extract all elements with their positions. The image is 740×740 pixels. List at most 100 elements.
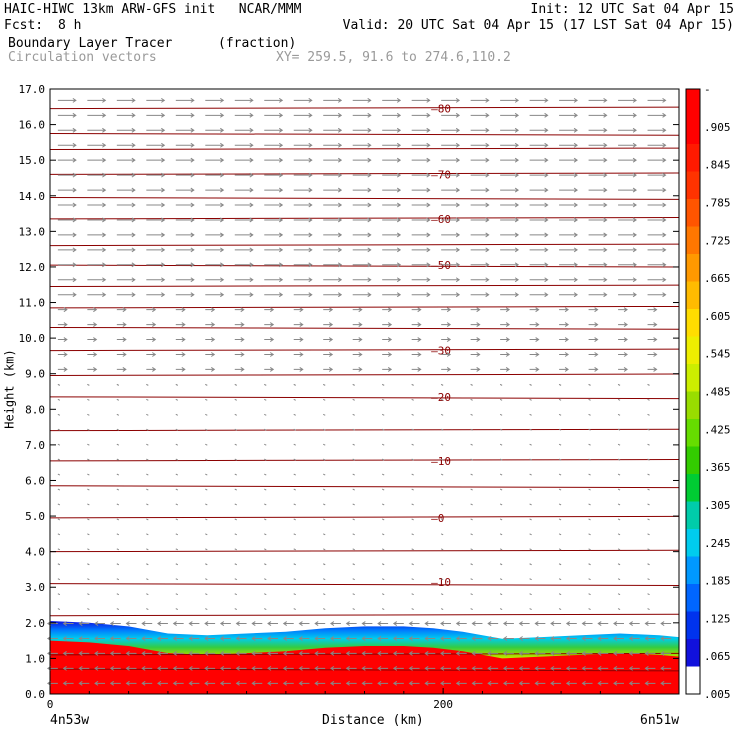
vector-arrow [146,112,166,118]
vector-arrow [558,443,562,446]
vector-arrow [588,247,608,253]
y-tick-label: 14.0 [19,190,46,203]
vector-arrow [487,680,499,686]
vector-arrow [57,277,77,283]
vector-arrow [529,593,532,596]
vector-arrow [251,621,263,626]
vector-arrow [116,473,120,476]
colorbar-label: .185 [704,575,731,588]
vector-arrow [588,202,608,208]
vector-arrow [57,202,77,208]
vector-arrow [647,518,650,521]
vector-arrow [499,533,503,536]
vector-arrow [175,172,195,178]
vector-arrow [618,97,637,103]
vector-arrow [617,518,621,521]
vector-arrow [264,337,275,342]
vector-arrow [57,488,61,491]
vector-arrow [411,443,414,446]
vector-arrow [116,413,120,416]
vector-arrow [470,443,473,446]
vector-arrow [352,217,372,223]
vector-arrow [588,232,608,238]
vector-arrow [293,277,313,283]
vector-arrow [411,578,414,581]
vector-arrow [558,518,562,521]
vector-arrow [234,458,237,461]
vector-arrow [323,97,343,103]
vector-arrow [175,458,179,461]
vector-arrow [264,112,284,118]
vector-arrow [558,473,562,476]
vector-arrow [382,292,402,298]
vector-arrow [499,443,503,446]
vector-arrow [175,398,179,401]
vector-arrow [381,563,385,566]
vector-arrow [314,636,326,641]
vector-arrow [205,428,208,431]
vector-arrow [234,593,237,596]
vector-arrow [558,488,562,491]
vector-arrow [293,112,313,118]
vector-arrow [322,518,326,521]
vector-arrow [500,307,511,313]
vector-arrow [352,367,363,372]
vector-arrow [330,651,341,656]
vector-arrow [424,680,436,686]
vector-arrow [441,232,461,238]
colorbar-label: .365 [704,461,731,474]
vector-arrow [647,262,667,268]
vector-arrow [550,680,562,686]
vector-arrow [588,367,599,372]
vector-arrow [500,337,511,342]
vector-arrow [500,187,520,193]
init-time: Init: 12 UTC Sat 04 Apr 15 [530,2,735,17]
vector-arrow [411,503,414,506]
colorbar-swatch [686,254,700,282]
vector-arrow [293,352,304,357]
vector-arrow [146,352,157,357]
vector-arrow [613,636,624,641]
vector-arrow [500,97,520,103]
vector-arrow [87,112,107,118]
vector-arrow [293,322,304,328]
vector-arrow [293,548,296,551]
vector-arrow [87,488,90,491]
vector-arrow [647,398,650,401]
vector-arrow [264,307,275,313]
vector-arrow [618,172,637,178]
vector-arrow [251,651,263,656]
vector-arrow [441,172,461,178]
vector-arrow [205,112,225,118]
vector-arrow [352,157,372,163]
vector-arrow [361,636,373,641]
contour-line [49,106,680,110]
vector-arrow [647,428,650,431]
vector-arrow [588,383,591,386]
vector-arrow [565,621,577,626]
vector-arrow [234,608,237,611]
vector-arrow [647,608,650,611]
vector-arrow [175,277,195,283]
vector-arrow [264,488,267,491]
vector-arrow [323,322,334,328]
vector-arrow [146,292,166,298]
vector-arrow [57,533,61,536]
vector-arrow [382,367,393,372]
vector-arrow [322,398,326,401]
vector-arrow [644,636,656,641]
vector-arrow [440,398,444,401]
vector-arrow [235,621,247,626]
vector-arrow [411,307,422,313]
vector-arrow [559,262,578,268]
vector-arrow [558,458,562,461]
vector-arrow [293,503,296,506]
vector-arrow [94,651,106,656]
vector-arrow [588,127,608,133]
vector-arrow [323,292,343,298]
vector-arrow [502,651,514,656]
vector-arrow [293,473,296,476]
vector-arrow [440,593,444,596]
vector-arrow [116,608,120,611]
vector-arrow [381,578,385,581]
